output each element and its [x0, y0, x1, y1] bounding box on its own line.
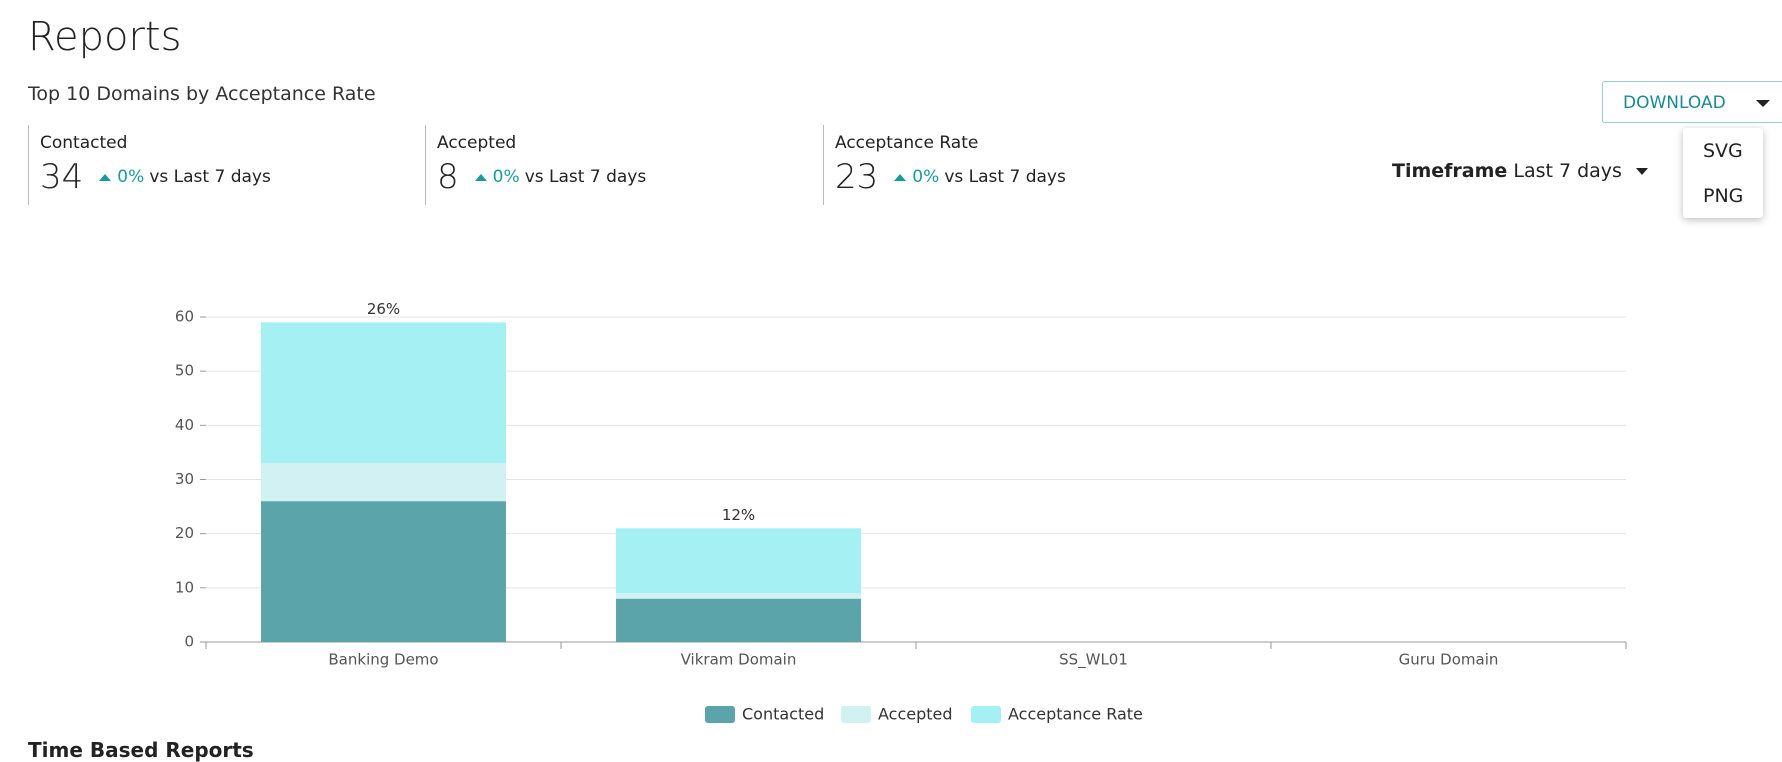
timeframe[interactable]: Timeframe Last 7 days	[1392, 160, 1648, 182]
y-tick-label: 10	[175, 578, 194, 596]
stat-value: 34	[40, 157, 84, 197]
download-menu: SVG PNG	[1683, 128, 1763, 218]
stat-compare: vs Last 7 days	[944, 167, 1066, 187]
timeframe-value: Last 7 days	[1513, 160, 1622, 182]
legend-label: Accepted	[878, 705, 953, 724]
data-label: 12%	[722, 506, 755, 524]
data-label: 26%	[367, 300, 400, 318]
stat-change: 0%	[117, 167, 145, 187]
bar-segment	[261, 463, 506, 502]
dropdown-arrow	[1635, 168, 1648, 175]
stat-change: 0%	[912, 167, 940, 187]
stat-card: Accepted 8 0% vs Last 7 days	[425, 125, 646, 205]
y-tick-label: 0	[184, 633, 194, 651]
legend-swatch	[841, 706, 871, 723]
x-tick-label: Vikram Domain	[681, 651, 797, 669]
up-arrow	[99, 173, 112, 181]
x-tick-label: Guru Domain	[1399, 651, 1499, 669]
stat-change: 0%	[492, 167, 520, 187]
stat-value: 23	[835, 157, 879, 197]
stat-compare: vs Last 7 days	[524, 167, 647, 187]
legend-swatch	[705, 706, 735, 723]
dropdown-arrow	[1756, 100, 1770, 107]
legend-label: Contacted	[742, 705, 824, 724]
y-tick-label: 40	[175, 416, 194, 434]
stat-compare: vs Last 7 days	[149, 167, 271, 187]
bar-segment	[616, 598, 861, 642]
y-tick-label: 20	[175, 524, 194, 542]
x-tick-label: SS_WL01	[1059, 651, 1128, 670]
timeframe-label: Timeframe	[1392, 160, 1508, 182]
bar-segment	[261, 501, 506, 642]
stat-card: Acceptance Rate 23 0% vs Last 7 days	[823, 125, 1066, 205]
legend-swatch	[971, 706, 1001, 723]
stat-label: Acceptance Rate	[835, 133, 979, 153]
page-title: Reports	[28, 14, 182, 60]
y-tick-label: 50	[175, 362, 194, 380]
up-arrow	[894, 173, 907, 181]
menu-item[interactable]: PNG	[1703, 185, 1744, 207]
legend-label: Acceptance Rate	[1008, 705, 1143, 724]
download-button[interactable]: DOWNLOAD	[1602, 81, 1782, 123]
up-arrow	[474, 173, 487, 181]
x-tick-label: Banking Demo	[328, 651, 438, 669]
stat-card: Contacted 34 0% vs Last 7 days	[28, 125, 271, 205]
menu-item[interactable]: SVG	[1703, 140, 1743, 162]
download-label: DOWNLOAD	[1623, 93, 1726, 113]
section-title: Time Based Reports	[28, 738, 254, 762]
stat-value: 8	[437, 157, 459, 197]
bar-segment	[261, 322, 506, 464]
subtitle: Top 10 Domains by Acceptance Rate	[28, 83, 376, 105]
bar-segment	[616, 593, 861, 599]
y-tick-label: 60	[175, 308, 194, 326]
y-tick-label: 30	[175, 470, 194, 488]
bar-segment	[616, 528, 861, 594]
stat-label: Contacted	[40, 133, 128, 153]
stat-label: Accepted	[437, 133, 517, 153]
